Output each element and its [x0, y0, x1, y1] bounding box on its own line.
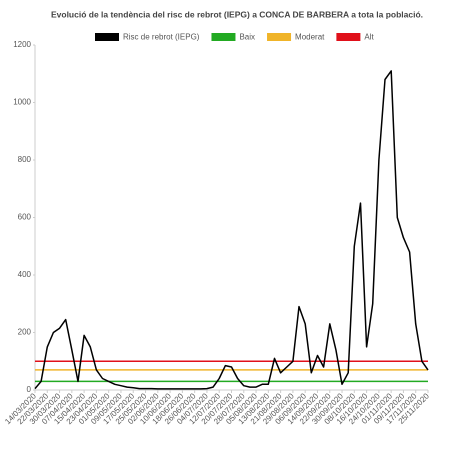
legend-swatch	[211, 33, 236, 41]
legend-label: Moderat	[295, 33, 325, 42]
y-tick-label: 800	[18, 155, 32, 164]
legend-label: Risc de rebrot (IEPG)	[123, 33, 200, 42]
legend-swatch	[336, 33, 361, 41]
chart-title: Evolució de la tendència del risc de reb…	[51, 9, 423, 19]
y-tick-label: 0	[27, 385, 32, 394]
series-line	[34, 70, 429, 390]
legend-label: Alt	[364, 33, 374, 42]
y-tick-label: 600	[18, 213, 32, 222]
y-tick-label: 400	[18, 270, 32, 279]
y-tick-label: 1200	[13, 40, 31, 49]
y-tick-label: 200	[18, 328, 32, 337]
legend-swatch	[95, 33, 119, 41]
y-tick-label: 1000	[13, 98, 31, 107]
legend-swatch	[267, 33, 292, 41]
legend-label: Baix	[239, 33, 255, 42]
